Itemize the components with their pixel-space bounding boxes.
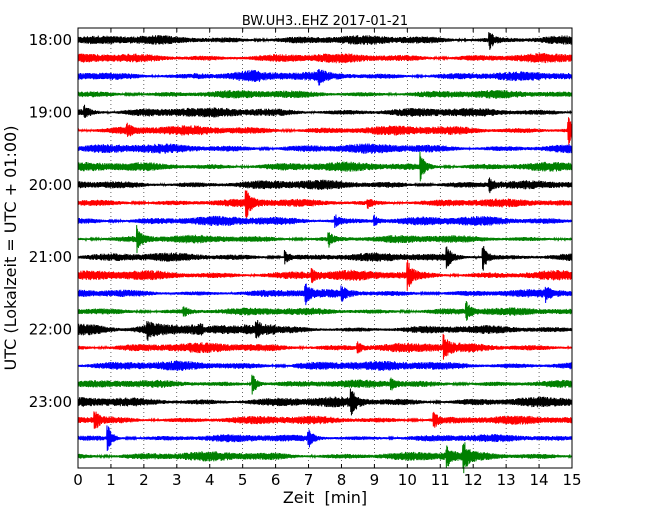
seismogram-trace — [77, 283, 573, 306]
chart-title: BW.UH3..EHZ 2017-01-21 — [242, 14, 408, 29]
seismogram-trace — [77, 143, 573, 154]
seismogram-trace — [77, 225, 573, 254]
x-tick-label: 15 — [562, 471, 581, 489]
seismogram-trace — [77, 190, 573, 218]
seismogram-trace — [77, 259, 573, 291]
y-tick-label: 23:00 — [29, 393, 72, 411]
x-tick-label: 9 — [370, 471, 380, 489]
seismogram-trace — [77, 104, 573, 119]
y-tick-label: 18:00 — [29, 31, 72, 49]
seismogram-trace — [77, 411, 573, 429]
y-tick-label: 19:00 — [29, 103, 72, 121]
x-tick-label: 0 — [73, 471, 83, 489]
x-tick-label: 5 — [238, 471, 248, 489]
x-tick-label: 12 — [464, 471, 483, 489]
x-tick-label: 14 — [530, 471, 549, 489]
y-tick-label: 20:00 — [29, 176, 72, 194]
seismogram-trace — [77, 360, 573, 371]
x-grid — [110, 28, 540, 468]
seismogram-traces — [77, 32, 573, 474]
x-tick-label: 10 — [398, 471, 417, 489]
seismogram-trace — [77, 69, 573, 86]
y-axis-label: UTC (Lokalzeit = UTC + 01:00) — [1, 126, 20, 371]
seismogram-trace — [77, 333, 573, 360]
x-tick-label: 6 — [271, 471, 281, 489]
x-tick-label: 1 — [106, 471, 116, 489]
plot-frame — [77, 27, 573, 469]
seismogram-trace — [77, 425, 573, 451]
x-tick-label: 4 — [205, 471, 215, 489]
x-tick-label: 2 — [139, 471, 149, 489]
x-tick-label: 8 — [337, 471, 347, 489]
y-tick-label: 22:00 — [29, 321, 72, 339]
x-tick-label: 13 — [497, 471, 516, 489]
y-axis: 18:00 19:00 20:00 21:00 22:00 23:00 — [29, 31, 572, 411]
x-axis-label: Zeit [min] — [283, 488, 367, 507]
x-tick-label: 7 — [304, 471, 314, 489]
seismogram-trace — [77, 214, 573, 228]
x-axis: 0 1 2 3 4 5 6 7 8 9 10 11 12 13 14 15 — [73, 28, 582, 489]
seismogram-trace — [77, 442, 573, 474]
y-tick-label: 21:00 — [29, 248, 72, 266]
seismogram-trace — [77, 388, 573, 416]
x-tick-label: 11 — [431, 471, 450, 489]
seismogram-trace — [77, 117, 573, 146]
seismogram-trace — [77, 245, 573, 271]
x-tick-label: 3 — [172, 471, 182, 489]
seismogram-trace — [77, 177, 573, 194]
seismogram-trace — [77, 53, 573, 64]
seismogram-trace — [77, 320, 573, 341]
seismogram-trace — [77, 32, 573, 50]
seismogram-trace — [77, 89, 573, 99]
seismogram-trace — [77, 151, 573, 182]
seismogram-trace — [77, 374, 573, 395]
seismogram-trace — [77, 301, 573, 321]
